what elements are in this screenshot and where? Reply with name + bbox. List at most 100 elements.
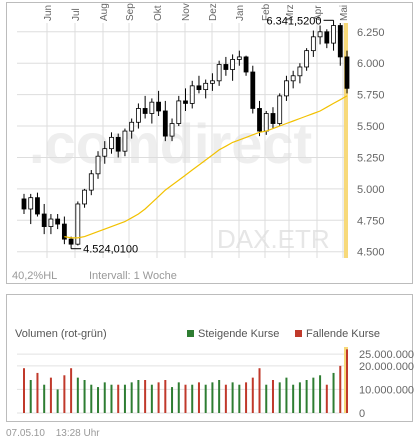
x-tick-label: Aug bbox=[99, 3, 110, 21]
candle-body bbox=[310, 36, 316, 52]
volume-bar bbox=[177, 382, 180, 413]
volume-bar bbox=[319, 375, 322, 413]
candle-body bbox=[257, 108, 262, 132]
x-tick-label: Nov bbox=[181, 3, 192, 21]
volume-bar bbox=[298, 382, 301, 413]
volume-bar bbox=[325, 384, 328, 413]
volume-bar bbox=[197, 382, 200, 413]
volume-bar bbox=[76, 377, 79, 413]
price-chart-panel: .comdirect DAX.ETR 40,2%HL Intervall: 1 … bbox=[6, 2, 413, 284]
candle-body bbox=[203, 82, 209, 91]
volume-bar bbox=[312, 377, 315, 413]
volume-bar bbox=[130, 382, 133, 413]
candle-body bbox=[21, 198, 27, 210]
candle-body bbox=[331, 25, 336, 44]
price-chart: .comdirect DAX.ETR 40,2%HL Intervall: 1 … bbox=[12, 3, 385, 282]
x-tick-label: Mrz bbox=[285, 4, 296, 21]
candle-body bbox=[82, 189, 87, 205]
footer-hl-label: 40,2%HL bbox=[12, 270, 57, 282]
candle-body bbox=[88, 173, 94, 191]
volume-bar bbox=[305, 380, 308, 413]
candle-body bbox=[297, 66, 303, 77]
volume-bar bbox=[117, 384, 120, 413]
candle-body bbox=[183, 100, 188, 104]
candle-body bbox=[55, 218, 61, 225]
volume-bar bbox=[285, 377, 288, 413]
candle-body bbox=[223, 64, 229, 70]
legend-down-swatch bbox=[295, 330, 302, 337]
volume-chart-panel: Volumen (rot-grün) Steigende Kurse Falle… bbox=[6, 294, 414, 422]
volume-bar bbox=[211, 382, 214, 413]
x-tick-label: Jun bbox=[43, 5, 54, 21]
candle-body bbox=[324, 31, 330, 44]
y-tick-label: 5.000 bbox=[357, 184, 385, 196]
candle-body bbox=[169, 123, 175, 137]
candle-body bbox=[61, 223, 67, 240]
candle-body bbox=[149, 101, 155, 114]
volume-bar bbox=[204, 384, 207, 413]
candle-body bbox=[317, 31, 323, 38]
volume-bar bbox=[184, 384, 187, 413]
volume-bar bbox=[49, 377, 52, 413]
volume-bar bbox=[123, 384, 126, 413]
high-annotation: 6.341,5200 bbox=[266, 15, 321, 27]
volume-bar bbox=[218, 380, 221, 413]
volume-bar bbox=[63, 375, 66, 413]
volume-y-tick-label: 25.000.000 bbox=[359, 349, 414, 361]
candle-body bbox=[68, 238, 74, 245]
candle-body bbox=[196, 85, 202, 91]
candle-body bbox=[41, 213, 47, 227]
candle-body bbox=[337, 25, 343, 58]
volume-bar bbox=[245, 382, 248, 413]
y-tick-label: 4.500 bbox=[357, 247, 385, 259]
y-tick-label: 5.750 bbox=[357, 90, 385, 102]
candle-body bbox=[48, 218, 54, 227]
volume-bar bbox=[150, 384, 153, 413]
candle-body bbox=[35, 197, 40, 215]
volume-bar bbox=[70, 368, 73, 413]
candle-body bbox=[250, 71, 256, 109]
candle-body bbox=[75, 203, 81, 245]
legend-up-label: Steigende Kurse bbox=[198, 328, 279, 340]
watermark-text: .comdirect bbox=[29, 112, 312, 175]
volume-bar bbox=[97, 387, 100, 413]
volume-bar bbox=[278, 382, 281, 413]
candle-body bbox=[189, 85, 195, 104]
candle-body bbox=[290, 75, 296, 82]
moving-average-line bbox=[64, 95, 348, 239]
volume-bar bbox=[258, 368, 261, 413]
candle-body bbox=[162, 110, 168, 137]
volume-y-tick-label: 10.000.000 bbox=[359, 384, 414, 396]
candle-body bbox=[142, 108, 148, 114]
timestamp-time: 13:28 Uhr bbox=[55, 428, 100, 439]
candle-body bbox=[230, 59, 236, 70]
y-tick-label: 6.000 bbox=[357, 58, 385, 70]
volume-bar bbox=[332, 372, 335, 413]
x-tick-label: Dez bbox=[208, 3, 219, 21]
candle-body bbox=[344, 56, 350, 89]
volume-bar bbox=[346, 349, 348, 413]
timestamp-footer: 07.05.10 13:28 Uhr bbox=[6, 428, 108, 439]
candle-body bbox=[243, 56, 249, 73]
candle-body bbox=[95, 155, 101, 175]
low-annotation: 4.524,0100 bbox=[83, 244, 138, 256]
volume-bar bbox=[103, 382, 106, 413]
volume-bar bbox=[292, 384, 295, 413]
volume-bar bbox=[171, 387, 174, 413]
volume-bar bbox=[157, 382, 160, 413]
volume-bar bbox=[231, 382, 234, 413]
current-period-highlight bbox=[344, 23, 348, 258]
volume-bar bbox=[29, 380, 32, 413]
candle-body bbox=[28, 197, 34, 210]
volume-bar bbox=[43, 384, 46, 413]
candle-body bbox=[210, 80, 215, 84]
volume-bar bbox=[251, 377, 254, 413]
candle-body bbox=[277, 95, 283, 124]
volume-bar bbox=[191, 384, 194, 413]
legend-down-label: Fallende Kurse bbox=[306, 328, 380, 340]
x-tick-label: Okt bbox=[153, 5, 164, 21]
volume-y-tick-label: 0 bbox=[359, 408, 365, 420]
volume-bar bbox=[224, 384, 227, 413]
volume-bar bbox=[36, 372, 39, 413]
candle-body bbox=[135, 108, 141, 123]
